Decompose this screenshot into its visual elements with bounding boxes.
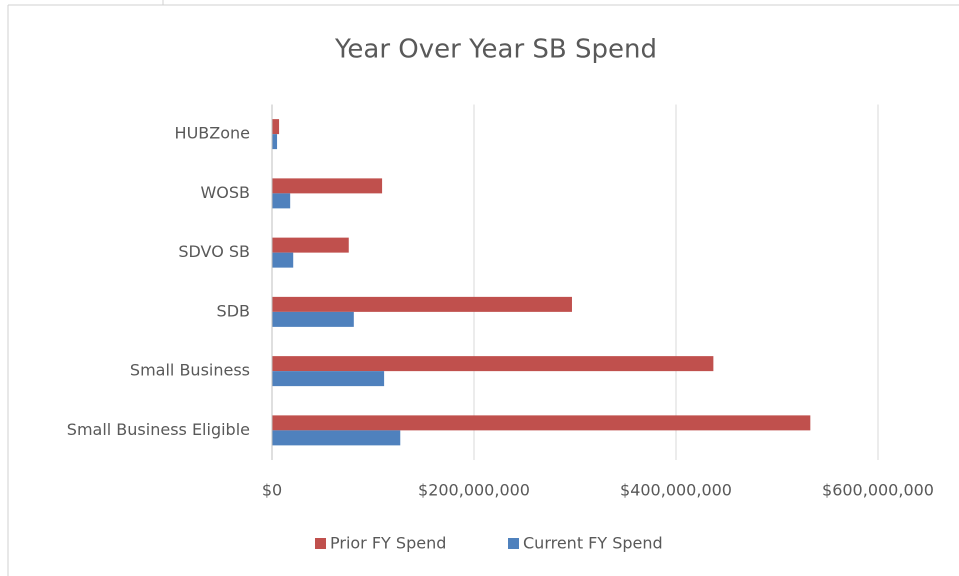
bar: [272, 371, 385, 387]
y-tick-label: Small Business: [130, 361, 250, 380]
y-tick-label: SDVO SB: [178, 242, 250, 261]
legend-swatch: [315, 538, 326, 549]
chart-title: Year Over Year SB Spend: [334, 35, 657, 65]
x-tick-label: $400,000,000: [620, 481, 732, 500]
legend-swatch: [508, 538, 519, 549]
bar: [272, 252, 294, 268]
bar: [272, 237, 349, 253]
y-tick-label: HUBZone: [175, 124, 250, 143]
bar: [272, 119, 280, 135]
bar: [272, 296, 572, 312]
x-tick-label: $600,000,000: [822, 481, 934, 500]
bar: [272, 311, 354, 327]
bar: [272, 134, 278, 150]
y-tick-label: Small Business Eligible: [67, 420, 250, 439]
bar: [272, 193, 291, 209]
bar: [272, 430, 401, 446]
bar: [272, 356, 714, 372]
bar: [272, 178, 383, 194]
legend-label: Current FY Spend: [523, 534, 663, 553]
y-tick-label: WOSB: [200, 183, 250, 202]
y-tick-label: SDB: [217, 301, 250, 320]
legend-label: Prior FY Spend: [330, 534, 446, 553]
x-tick-label: $0: [262, 481, 282, 500]
x-tick-label: $200,000,000: [418, 481, 530, 500]
bar: [272, 415, 811, 431]
